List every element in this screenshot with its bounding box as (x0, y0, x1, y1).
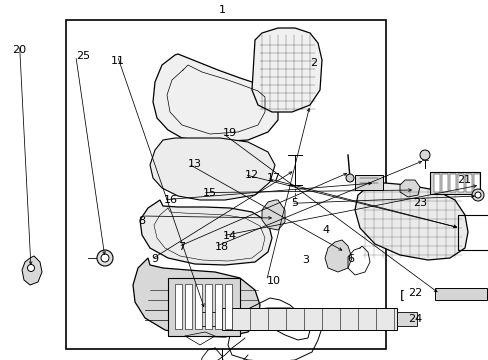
Bar (222, 308, 396, 330)
Text: 11: 11 (110, 56, 124, 66)
Text: 12: 12 (244, 170, 258, 180)
Polygon shape (153, 54, 278, 142)
Bar (429, 172, 479, 194)
Text: 7: 7 (178, 242, 185, 252)
Bar (224, 284, 231, 329)
Bar (434, 288, 486, 300)
Bar (465, 174, 471, 192)
Circle shape (419, 150, 429, 160)
Text: 6: 6 (346, 254, 353, 264)
Bar (396, 312, 416, 326)
Polygon shape (354, 183, 467, 260)
Text: 15: 15 (203, 188, 217, 198)
Circle shape (471, 189, 483, 201)
Bar (215, 284, 222, 329)
Text: 5: 5 (290, 198, 297, 208)
Circle shape (27, 265, 35, 271)
Text: 16: 16 (163, 195, 178, 205)
Text: 25: 25 (76, 51, 90, 61)
Polygon shape (22, 256, 42, 285)
Polygon shape (251, 28, 321, 112)
Circle shape (101, 254, 109, 262)
Text: [: [ (399, 289, 404, 302)
Text: 18: 18 (215, 242, 229, 252)
Bar (433, 174, 439, 192)
Text: 4: 4 (322, 225, 329, 235)
Text: 9: 9 (151, 254, 159, 264)
Polygon shape (140, 200, 271, 265)
Text: 20: 20 (13, 45, 26, 55)
Text: 17: 17 (266, 173, 280, 183)
Bar (66, 20, 386, 349)
Text: 10: 10 (266, 276, 280, 286)
Text: 22: 22 (407, 288, 422, 298)
Text: 13: 13 (188, 159, 202, 169)
Bar (184, 284, 192, 329)
Circle shape (97, 250, 113, 266)
Text: 23: 23 (412, 198, 427, 208)
Bar (441, 174, 447, 192)
Bar (175, 284, 182, 329)
Bar (354, 175, 382, 190)
Text: 19: 19 (222, 128, 236, 138)
Circle shape (346, 174, 353, 182)
Bar (195, 284, 202, 329)
Polygon shape (150, 138, 274, 200)
Polygon shape (325, 240, 351, 272)
Text: 2: 2 (310, 58, 317, 68)
Polygon shape (399, 180, 419, 197)
Text: 3: 3 (302, 255, 308, 265)
Polygon shape (262, 200, 285, 230)
Polygon shape (133, 258, 260, 337)
Text: 1: 1 (219, 5, 225, 15)
Circle shape (474, 192, 480, 198)
Bar (457, 174, 463, 192)
Text: 14: 14 (222, 231, 236, 241)
Bar (204, 284, 212, 329)
Text: 24: 24 (407, 314, 422, 324)
Bar (168, 278, 240, 336)
Bar (449, 174, 455, 192)
Text: 8: 8 (138, 216, 145, 226)
Bar (473, 174, 479, 192)
Bar (457, 215, 488, 250)
Text: 21: 21 (456, 175, 470, 185)
Bar (200, 312, 222, 326)
